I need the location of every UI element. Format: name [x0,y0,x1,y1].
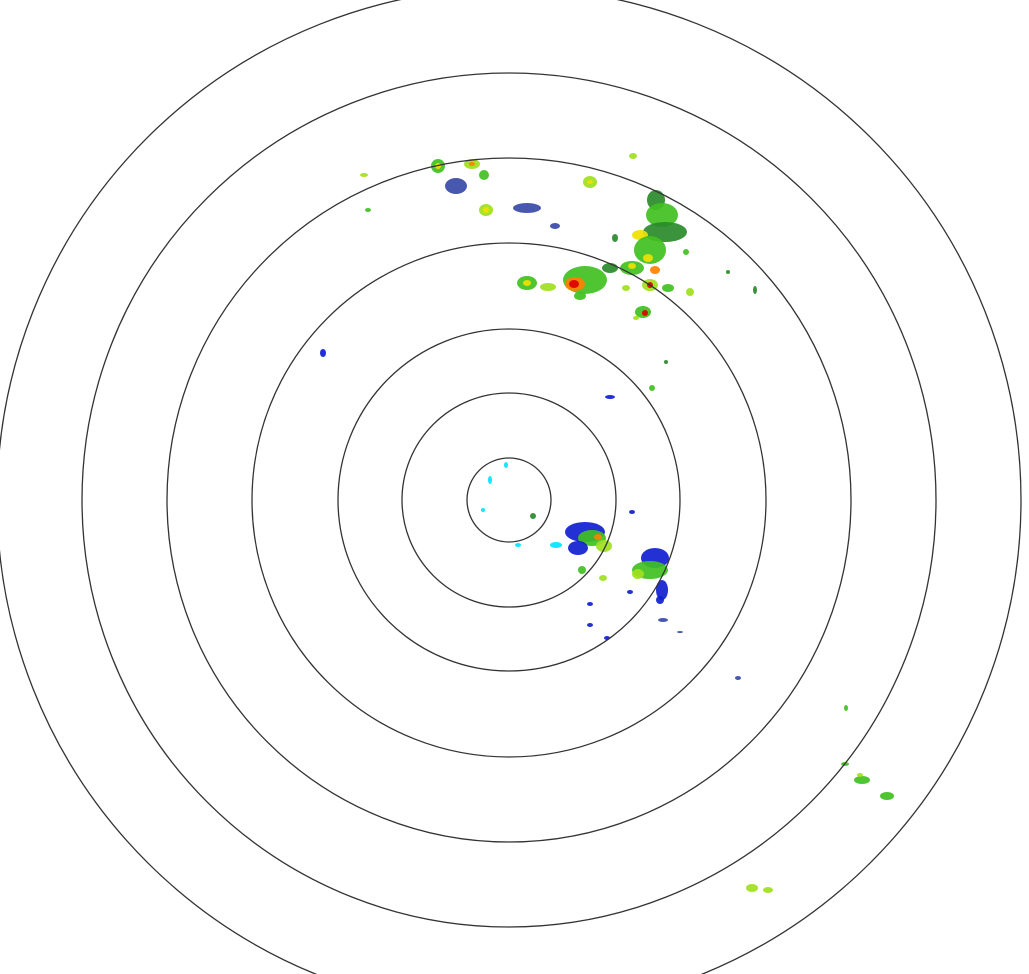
echo-cell [488,476,492,484]
echo-cell [594,534,602,540]
echo-cell [629,153,637,159]
echo-cell [753,286,757,294]
range-ring-4 [251,242,767,758]
echo-cell [633,316,639,320]
echo-cell [469,162,475,166]
echo-cell [622,285,630,291]
echo-cell [642,310,648,316]
echo-cell [605,395,615,399]
echo-cell [632,569,644,579]
echo-cell [574,292,586,300]
echo-cell [550,223,560,229]
range-ring-5 [166,157,852,843]
echo-cell [735,676,741,680]
echo-cell [483,207,489,213]
echo-cell [763,887,773,893]
echo-cell [587,623,593,627]
echo-cell [504,462,508,468]
echo-cell [746,884,758,892]
echo-cell [628,263,636,269]
echo-cell [515,543,521,547]
echo-cell [658,618,668,622]
echo-cell [445,178,467,194]
echo-cell [844,705,848,711]
echo-cell [599,575,607,581]
echo-cell [587,180,593,184]
echo-cell [587,602,593,606]
range-ring-1 [466,457,552,543]
echo-cell [643,254,653,262]
echo-cell [569,280,579,288]
echo-cell [360,173,368,177]
echo-cell [646,203,678,227]
echo-cell [530,513,536,519]
range-ring-2 [401,392,617,608]
echo-cell [365,208,371,212]
range-ring-6 [81,72,937,928]
echo-cell [634,236,666,264]
echo-cell [664,360,668,364]
echo-cell [649,385,655,391]
echo-cell [540,283,556,291]
echo-cell [629,510,635,514]
echo-cell [627,590,633,594]
echo-cell [612,234,618,242]
echo-cell [596,540,612,552]
echo-cell [578,566,586,574]
echo-cell [523,280,531,286]
echo-cell [854,776,870,784]
echo-cell [857,773,863,777]
echo-cell [602,263,618,273]
echo-cell [683,249,689,255]
range-ring-3 [337,328,681,672]
echo-cell [650,266,660,274]
echo-cell [656,596,664,604]
echo-cell [320,349,326,357]
echo-cell [726,270,730,274]
echo-cell [656,580,668,600]
echo-cell [880,792,894,800]
echo-cell [568,541,588,555]
echo-cell [513,203,541,213]
echo-cell [677,631,683,633]
echo-cell [481,508,485,512]
echo-cell [550,542,562,548]
echo-cell [479,170,489,180]
echo-cell [686,288,694,296]
echo-cell [662,284,674,292]
